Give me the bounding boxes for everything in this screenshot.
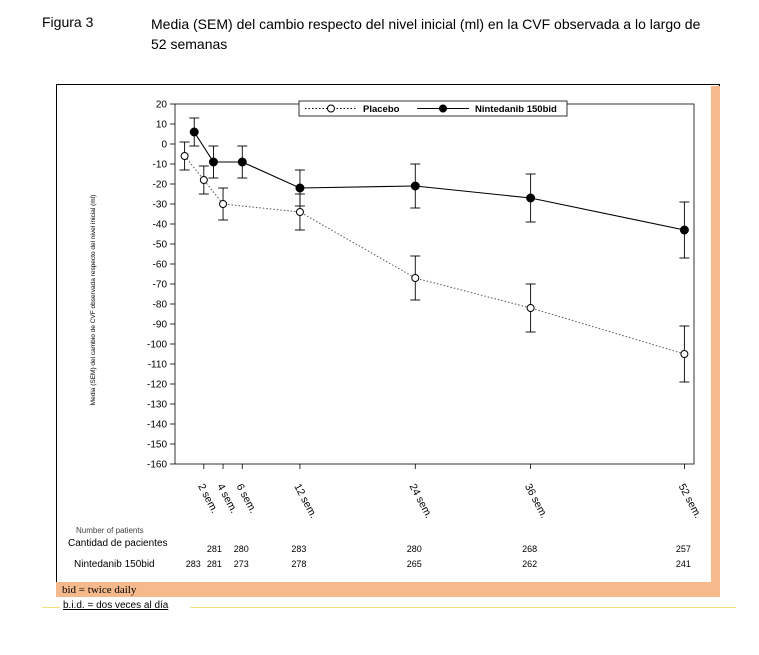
- series-line: [193, 131, 685, 231]
- data-point: [219, 200, 228, 208]
- y-tick-label: -150: [147, 440, 167, 451]
- footnote-translation: b.i.d. = dos veces al día: [63, 600, 169, 611]
- y-tick-label: -80: [153, 300, 168, 311]
- patient-count: 281: [206, 544, 222, 554]
- orange-accent-right: [711, 86, 720, 582]
- y-tick-label: -70: [153, 280, 168, 291]
- data-point: [411, 274, 420, 282]
- patient-count: 241: [675, 559, 691, 569]
- x-tick-label: 12 sem.: [291, 482, 319, 521]
- data-point: [410, 181, 420, 191]
- orange-accent-bottom: [56, 582, 720, 597]
- legend-label: Nintedanib 150bid: [475, 104, 557, 115]
- x-tick-label: 36 sem.: [522, 482, 550, 521]
- patient-count: 283: [291, 544, 307, 554]
- y-tick-label: -90: [153, 320, 168, 331]
- y-tick-label: 20: [156, 100, 168, 111]
- y-tick-label: -20: [153, 180, 168, 191]
- y-tick-label: -50: [153, 240, 168, 251]
- patient-count: 268: [522, 544, 538, 554]
- patient-count: 273: [233, 559, 249, 569]
- data-point: [180, 152, 189, 160]
- patient-count: 262: [522, 559, 538, 569]
- y-tick-label: -10: [153, 160, 168, 171]
- y-tick-label: 0: [161, 140, 167, 151]
- y-tick-label: -30: [153, 200, 168, 211]
- chart-svg: 20 10 0 -10 -20 -30 -40 -50 -60 -70 -80 -90 -100 -110…: [90, 100, 704, 521]
- data-point: [237, 157, 247, 167]
- patients-row-label: Nintedanib 150bid: [74, 559, 155, 570]
- footnote-original: bid = twice daily: [62, 584, 137, 596]
- y-tick-label: -160: [147, 460, 167, 471]
- x-tick-label: 52 sem.: [676, 482, 704, 521]
- y-tick-label: -60: [153, 260, 168, 271]
- patient-count: 265: [406, 559, 422, 569]
- plot-area-border: [174, 103, 695, 465]
- patients-header-original: Number of patients: [76, 526, 144, 535]
- footnote-rule-left: [42, 607, 60, 608]
- y-tick-label: -130: [147, 400, 167, 411]
- data-point: [295, 208, 304, 216]
- patient-count: 278: [291, 559, 307, 569]
- patients-header: Cantidad de pacientes: [68, 538, 168, 549]
- series-line: [184, 155, 685, 355]
- legend-label: Placebo: [363, 104, 400, 115]
- patient-count: 281: [206, 559, 222, 569]
- footnote-rule-right: [190, 607, 736, 608]
- y-tick-label: -40: [153, 220, 168, 231]
- patient-count: 280: [233, 544, 249, 554]
- y-tick-label: 10: [156, 120, 168, 131]
- figure-label: Figura 3: [42, 14, 94, 30]
- patients-header-cover: [62, 538, 182, 554]
- y-tick-label: -140: [147, 420, 167, 431]
- x-tick-label: 24 sem.: [407, 482, 435, 521]
- chart-frame: 20 10 0 -10 -20 -30 -40 -50 -60 -70 -80 -90 -100 -110…: [56, 84, 720, 597]
- figure-title: Media (SEM) del cambio respecto del nive…: [151, 16, 701, 52]
- y-tick-label: -100: [147, 340, 167, 351]
- legend-marker: [327, 104, 335, 113]
- patient-count: 257: [675, 544, 691, 554]
- data-point: [199, 176, 208, 184]
- patient-count: 280: [406, 544, 422, 554]
- y-axis-label: Media (SEM) del cambio de CVF observada …: [90, 195, 97, 406]
- data-point: [208, 157, 218, 167]
- legend-marker: [439, 104, 447, 113]
- y-tick-label: -120: [147, 380, 167, 391]
- data-point: [526, 304, 535, 312]
- data-point: [679, 225, 689, 235]
- data-point: [526, 193, 536, 203]
- patient-count: 283: [185, 559, 201, 569]
- data-point: [680, 350, 689, 358]
- data-point: [295, 183, 305, 193]
- data-point: [189, 127, 199, 137]
- y-tick-label: -110: [148, 360, 168, 371]
